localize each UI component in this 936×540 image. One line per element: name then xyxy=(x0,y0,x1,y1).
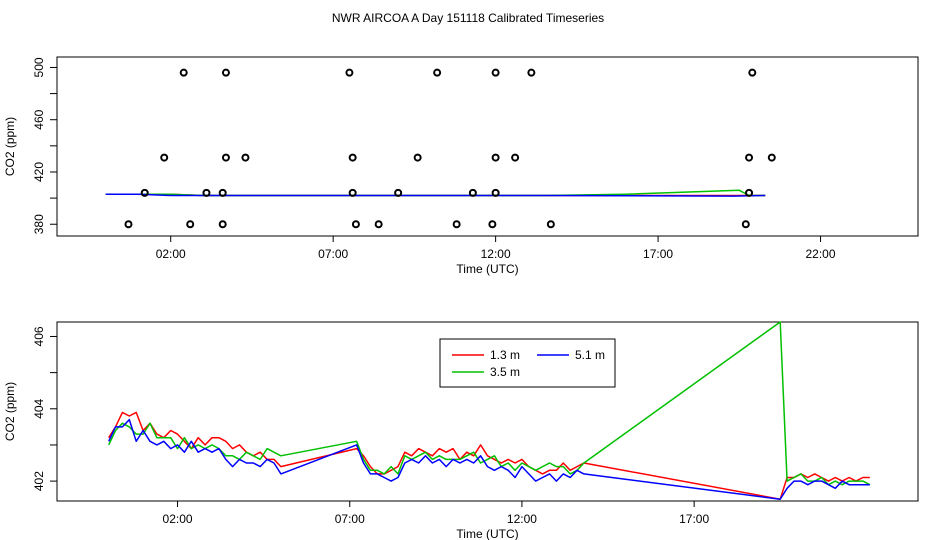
bottom-x-tick-label: 02:00 xyxy=(163,512,193,526)
top-y-axis-label: CO2 (ppm) xyxy=(3,117,17,176)
top-scatter-point xyxy=(767,153,776,162)
top-scatter-point xyxy=(745,153,754,162)
top-y-tick-label: 500 xyxy=(32,57,46,77)
top-scatter-point xyxy=(241,153,250,162)
top-scatter-point xyxy=(221,153,230,162)
top-scatter-point xyxy=(433,68,442,77)
top-scatter-point xyxy=(186,220,195,229)
legend-box xyxy=(439,338,616,388)
top-scatter-point xyxy=(221,68,230,77)
top-y-tick-label: 380 xyxy=(32,214,46,234)
top-scatter-point xyxy=(218,220,227,229)
top-scatter-point xyxy=(140,188,149,197)
top-x-tick-label: 12:00 xyxy=(481,247,511,261)
bottom-y-tick-label: 404 xyxy=(32,398,46,418)
bottom-y-axis-label: CO2 (ppm) xyxy=(3,382,17,441)
top-x-axis-label: Time (UTC) xyxy=(456,262,518,276)
top-scatter-point xyxy=(511,153,520,162)
top-scatter-point xyxy=(527,68,536,77)
top-scatter-point xyxy=(488,220,497,229)
top-x-tick-label: 07:00 xyxy=(318,247,348,261)
top-scatter-point xyxy=(468,188,477,197)
top-scatter-point xyxy=(452,220,461,229)
top-scatter-point xyxy=(491,68,500,77)
bottom-series-line-1-3-m xyxy=(108,411,870,500)
top-y-tick-label: 460 xyxy=(32,109,46,129)
bottom-series-line-5-1-m xyxy=(108,418,870,500)
top-y-tick-label: 420 xyxy=(32,162,46,182)
top-scatter-point xyxy=(413,153,422,162)
top-scatter-point xyxy=(745,188,754,197)
top-scatter-point xyxy=(160,153,169,162)
top-scatter-point xyxy=(748,68,757,77)
top-scatter-point xyxy=(741,220,750,229)
bottom-plot-frame xyxy=(56,321,919,502)
top-scatter-point xyxy=(374,220,383,229)
bottom-series-line-3-5-m xyxy=(108,321,871,486)
legend-label: 1.3 m xyxy=(490,348,520,362)
bottom-co2-panel: 02:00 07:00 12:00 17:00 402 404 406 Time (UTC) C… xyxy=(3,321,919,540)
top-scatter-point xyxy=(202,188,211,197)
top-scatter-point xyxy=(491,153,500,162)
top-scatter-point xyxy=(179,68,188,77)
top-plot-frame xyxy=(56,56,919,237)
bottom-y-tick-label: 402 xyxy=(32,471,46,491)
top-x-tick-label: 22:00 xyxy=(806,247,836,261)
top-scatter-point xyxy=(394,188,403,197)
legend-label: 3.5 m xyxy=(490,365,520,379)
top-scatter-point xyxy=(218,188,227,197)
bottom-x-tick-label: 07:00 xyxy=(335,512,365,526)
bottom-x-axis-label: Time (UTC) xyxy=(456,527,518,540)
top-scatter-point xyxy=(491,188,500,197)
top-scatter-point xyxy=(546,220,555,229)
top-scatter-point xyxy=(124,220,133,229)
bottom-x-tick-label: 17:00 xyxy=(679,512,709,526)
bottom-x-tick-label: 12:00 xyxy=(507,512,537,526)
top-series-line-5-1-m xyxy=(105,193,766,197)
chart-title: NWR AIRCOA A Day 151118 Calibrated Times… xyxy=(332,11,604,25)
bottom-y-tick-label: 406 xyxy=(32,326,46,346)
top-scatter-point xyxy=(345,68,354,77)
top-scatter-point xyxy=(348,188,357,197)
top-x-tick-label: 02:00 xyxy=(156,247,186,261)
bottom-legend: 1.3 m 3.5 m 5.1 m xyxy=(439,338,616,388)
top-scatter-point xyxy=(351,220,360,229)
top-co2-panel: 02:00 07:00 12:00 17:00 22:00 380 420 460 500 Tim… xyxy=(3,56,919,276)
top-x-tick-label: 17:00 xyxy=(643,247,673,261)
legend-label: 5.1 m xyxy=(575,348,605,362)
top-scatter-point xyxy=(348,153,357,162)
